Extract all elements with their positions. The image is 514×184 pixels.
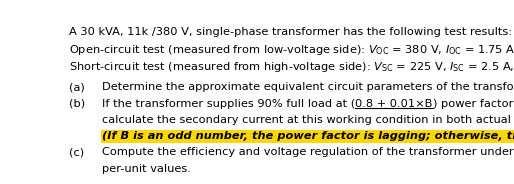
Text: Open-circuit test (measured from low-voltage side): $V_{\mathrm{OC}}$ = 380 V, $: Open-circuit test (measured from low-vol… <box>69 43 514 57</box>
Text: Short-circuit test (measured from high-voltage side): $V_{\mathrm{SC}}$ = 225 V,: Short-circuit test (measured from high-v… <box>69 60 514 74</box>
Text: (a): (a) <box>69 82 85 92</box>
Text: ) power factor at its rated voltage,: ) power factor at its rated voltage, <box>433 99 514 109</box>
Text: calculate the secondary current at this working condition in both actual and per: calculate the secondary current at this … <box>102 115 514 125</box>
Text: If the transformer supplies 90% full load at (: If the transformer supplies 90% full loa… <box>102 99 355 109</box>
Text: 0.8 + 0.01×B: 0.8 + 0.01×B <box>355 99 433 109</box>
Text: A 30 kVA, 11k /380 V, single-phase transformer has the following test results:: A 30 kVA, 11k /380 V, single-phase trans… <box>69 27 512 37</box>
Text: (c): (c) <box>69 147 84 158</box>
Text: per-unit values.: per-unit values. <box>102 164 191 174</box>
Text: Compute the efficiency and voltage regulation of the transformer under this cond: Compute the efficiency and voltage regul… <box>102 147 514 158</box>
Text: (If B is an odd number, the power factor is lagging; otherwise, the power factor: (If B is an odd number, the power factor… <box>102 131 514 141</box>
Text: Determine the approximate equivalent circuit parameters of the transformer in pe: Determine the approximate equivalent cir… <box>102 82 514 92</box>
Text: (b): (b) <box>69 99 85 109</box>
